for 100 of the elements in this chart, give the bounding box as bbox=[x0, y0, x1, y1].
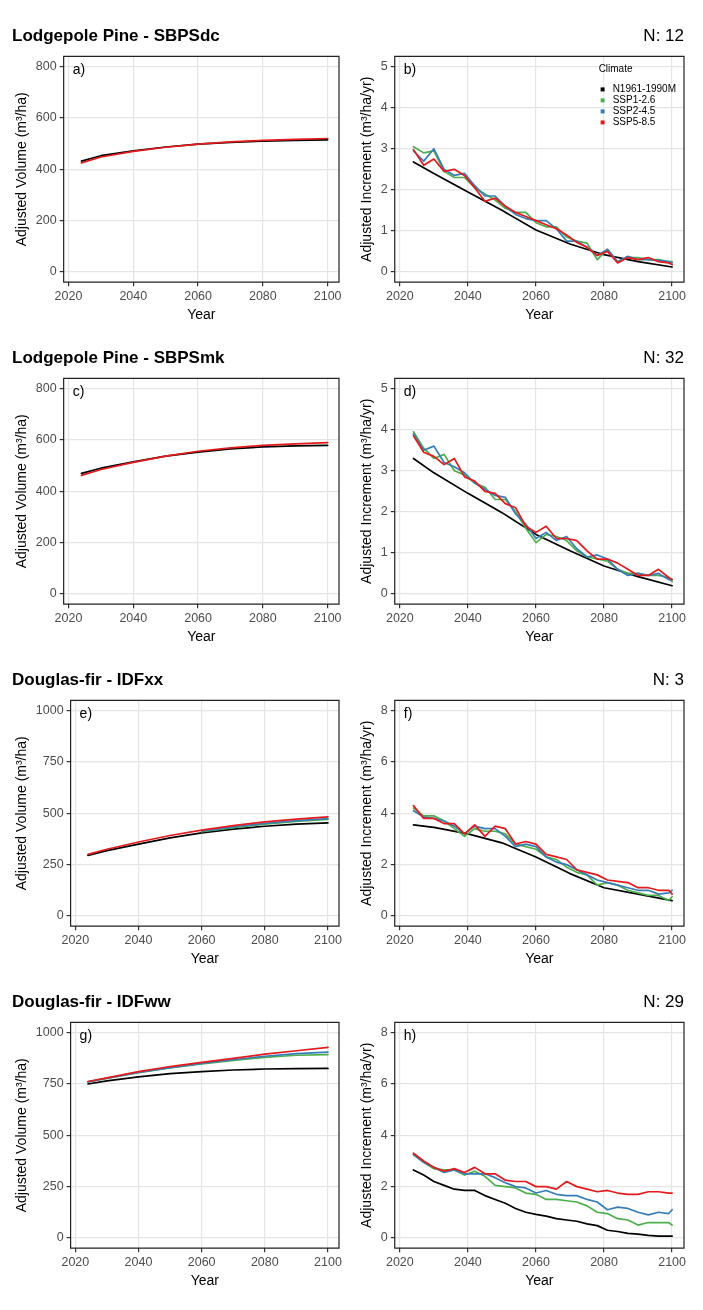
chart-title: Lodgepole Pine - SBPSmk bbox=[12, 347, 226, 367]
annotation: b) bbox=[403, 61, 417, 78]
y-tick-label: 400 bbox=[35, 483, 57, 498]
x-tick-label: 2060 bbox=[184, 289, 213, 304]
y-tick-label: 1 bbox=[380, 545, 388, 560]
y-tick-label: 3 bbox=[380, 141, 388, 156]
annotation: a) bbox=[72, 61, 86, 78]
y-tick-label: 6 bbox=[380, 754, 388, 769]
y-tick-label: 5 bbox=[380, 381, 388, 396]
y-tick-label: 3 bbox=[380, 463, 388, 478]
x-axis-title: Year bbox=[525, 628, 554, 645]
x-tick-label: 2060 bbox=[187, 933, 216, 948]
y-tick-label: 400 bbox=[35, 161, 57, 176]
x-tick-label: 2020 bbox=[61, 1255, 90, 1270]
y-tick-label: 1000 bbox=[35, 703, 64, 718]
y-tick-label: 5 bbox=[380, 59, 388, 74]
x-tick-label: 2040 bbox=[119, 289, 148, 304]
y-tick-label: 600 bbox=[35, 432, 57, 447]
y-tick-label: 4 bbox=[380, 100, 388, 115]
x-axis-title: Year bbox=[187, 628, 216, 645]
y-tick-label: 4 bbox=[380, 422, 388, 437]
x-axis-title: Year bbox=[525, 306, 554, 323]
x-tick-label: 2100 bbox=[658, 611, 687, 626]
chart-title: Douglas-fir - IDFxx bbox=[12, 669, 164, 689]
y-tick-label: 2 bbox=[380, 857, 388, 872]
x-tick-label: 2080 bbox=[248, 289, 277, 304]
x-tick-label: 2080 bbox=[590, 1255, 618, 1270]
y-tick-label: 500 bbox=[42, 1127, 64, 1142]
x-tick-label: 2040 bbox=[454, 933, 482, 948]
chart-title: Lodgepole Pine - SBPSdc bbox=[12, 25, 220, 45]
y-tick-label: 800 bbox=[35, 59, 57, 74]
y-tick-label: 2 bbox=[380, 504, 388, 519]
x-tick-label: 2040 bbox=[454, 289, 482, 304]
y-axis-title: Adjusted Increment (m³/ha/yr) bbox=[358, 398, 375, 584]
y-tick-label: 4 bbox=[380, 1127, 388, 1142]
annotation: e) bbox=[79, 705, 93, 722]
x-tick-label: 2040 bbox=[454, 611, 482, 626]
y-tick-label: 0 bbox=[380, 264, 388, 279]
x-tick-label: 2020 bbox=[385, 933, 414, 948]
y-tick-label: 1000 bbox=[35, 1025, 64, 1040]
x-tick-label: 2060 bbox=[522, 289, 550, 304]
x-tick-label: 2080 bbox=[590, 611, 618, 626]
y-tick-label: 8 bbox=[380, 1025, 388, 1040]
y-tick-label: 4 bbox=[380, 805, 388, 820]
y-tick-label: 0 bbox=[49, 264, 57, 279]
y-tick-label: 0 bbox=[380, 908, 388, 923]
x-axis-title: Year bbox=[525, 950, 554, 967]
x-tick-label: 2060 bbox=[184, 611, 213, 626]
y-tick-label: 750 bbox=[42, 1076, 64, 1091]
y-tick-label: 0 bbox=[56, 1230, 64, 1245]
y-tick-label: 250 bbox=[42, 857, 64, 872]
x-tick-label: 2020 bbox=[61, 933, 90, 948]
legend-label: N1961-1990M bbox=[612, 83, 676, 95]
annotation: h) bbox=[403, 1027, 417, 1044]
legend-label: SSP5-8.5 bbox=[612, 116, 656, 128]
x-tick-label: 2040 bbox=[119, 611, 148, 626]
annotation: f) bbox=[403, 705, 413, 722]
y-axis-title: Adjusted Volume (m³/ha) bbox=[13, 736, 30, 891]
x-tick-label: 2060 bbox=[522, 611, 550, 626]
y-tick-label: 2 bbox=[380, 1179, 388, 1194]
chart-title: N: 32 bbox=[643, 347, 684, 367]
legend-label: SSP1-2.6 bbox=[612, 94, 656, 106]
x-tick-label: 2040 bbox=[454, 1255, 482, 1270]
x-tick-label: 2100 bbox=[313, 289, 342, 304]
x-tick-label: 2100 bbox=[314, 933, 342, 948]
x-axis-title: Year bbox=[187, 306, 216, 323]
x-tick-label: 2100 bbox=[658, 1255, 687, 1270]
x-tick-label: 2060 bbox=[522, 1255, 550, 1270]
y-axis-title: Adjusted Increment (m³/ha/yr) bbox=[358, 76, 375, 262]
y-axis-title: Adjusted Volume (m³/ha) bbox=[13, 1058, 30, 1213]
y-tick-label: 750 bbox=[42, 754, 64, 769]
x-tick-label: 2080 bbox=[250, 1255, 279, 1270]
y-tick-label: 0 bbox=[380, 586, 388, 601]
annotation: c) bbox=[72, 383, 85, 400]
chart-title: N: 12 bbox=[643, 25, 684, 45]
y-tick-label: 8 bbox=[380, 703, 388, 718]
y-tick-label: 800 bbox=[35, 381, 57, 396]
x-tick-label: 2080 bbox=[590, 933, 618, 948]
x-tick-label: 2100 bbox=[658, 933, 687, 948]
y-tick-label: 200 bbox=[35, 213, 57, 228]
y-tick-label: 6 bbox=[380, 1076, 388, 1091]
y-axis-title: Adjusted Volume (m³/ha) bbox=[13, 414, 30, 569]
x-tick-label: 2020 bbox=[54, 289, 83, 304]
x-tick-label: 2040 bbox=[124, 1255, 153, 1270]
x-tick-label: 2020 bbox=[385, 1255, 414, 1270]
x-tick-label: 2100 bbox=[313, 611, 342, 626]
y-tick-label: 0 bbox=[49, 586, 57, 601]
y-tick-label: 200 bbox=[35, 535, 57, 550]
x-tick-label: 2100 bbox=[314, 1255, 342, 1270]
x-tick-label: 2080 bbox=[248, 611, 277, 626]
y-tick-label: 0 bbox=[380, 1230, 388, 1245]
x-tick-label: 2100 bbox=[658, 289, 687, 304]
x-tick-label: 2060 bbox=[187, 1255, 216, 1270]
y-tick-label: 0 bbox=[56, 908, 64, 923]
y-tick-label: 600 bbox=[35, 110, 57, 125]
y-tick-label: 1 bbox=[380, 223, 388, 238]
legend-title: Climate bbox=[598, 63, 633, 75]
legend-label: SSP2-4.5 bbox=[612, 105, 656, 117]
y-tick-label: 500 bbox=[42, 805, 64, 820]
chart-title: Douglas-fir - IDFww bbox=[12, 991, 172, 1011]
